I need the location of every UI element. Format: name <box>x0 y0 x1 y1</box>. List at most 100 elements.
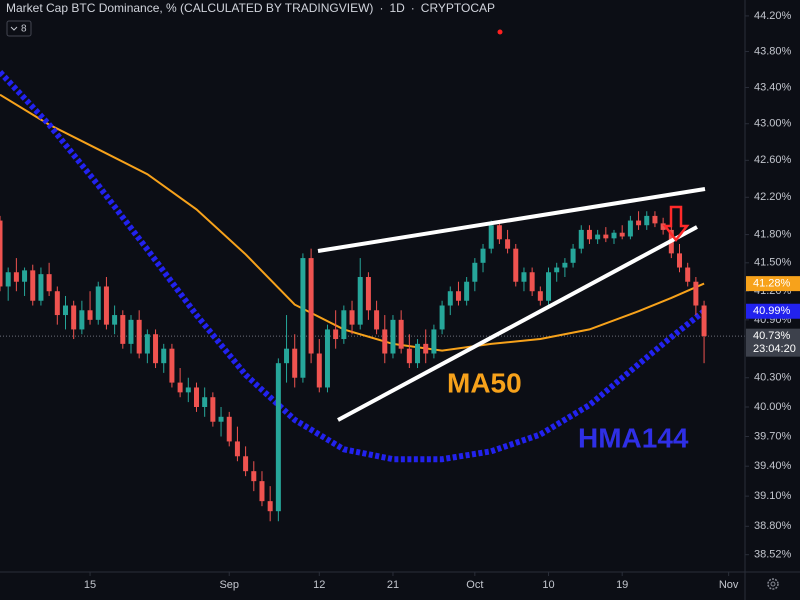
y-tick-label: 39.40% <box>754 460 792 472</box>
countdown-label: 23:04:20 <box>753 343 796 355</box>
price-label-bg <box>746 328 800 357</box>
y-tick-label: 42.20% <box>754 191 792 203</box>
candle-body <box>341 310 347 340</box>
candle-body <box>537 291 543 301</box>
candle-body <box>423 343 429 354</box>
candle-body <box>333 329 339 340</box>
candle-body <box>439 305 445 330</box>
y-tick-label: 40.00% <box>754 401 792 413</box>
chart-header: Market Cap BTC Dominance, % (CALCULATED … <box>6 1 495 15</box>
candle-body <box>120 315 126 344</box>
y-tick-label: 40.30% <box>754 372 792 384</box>
candle-body <box>357 276 363 325</box>
candle-body <box>521 272 527 282</box>
candle-body <box>611 232 617 239</box>
candle-body <box>570 248 576 263</box>
candle-body <box>161 348 167 364</box>
candle-body <box>54 291 60 316</box>
candle-body <box>685 267 691 282</box>
chart-title: Market Cap BTC Dominance, % (CALCULATED … <box>6 1 373 15</box>
settings-button[interactable] <box>767 578 779 590</box>
marker-dot <box>497 29 503 35</box>
chevron-icon <box>10 26 18 31</box>
candle-body <box>259 481 265 502</box>
candle-body <box>202 397 208 408</box>
candle-body <box>627 220 633 237</box>
candle-body <box>103 286 109 325</box>
candle-body <box>488 225 494 249</box>
candle-body <box>267 501 273 512</box>
candle-body <box>455 291 461 301</box>
candle-body <box>243 456 249 472</box>
candle-body <box>586 229 592 240</box>
candle-body <box>284 348 290 364</box>
candle-body <box>447 291 453 306</box>
x-tick-label: 10 <box>542 579 554 591</box>
candle-body <box>185 387 191 393</box>
x-tick-label: 21 <box>387 579 399 591</box>
y-tick-label: 43.40% <box>754 81 792 93</box>
candle-body <box>480 248 486 263</box>
separator: · <box>379 1 383 15</box>
gear-icon <box>767 578 779 590</box>
y-tick-label: 39.10% <box>754 490 792 502</box>
candle-body <box>505 239 511 249</box>
candle-body <box>513 248 519 282</box>
indicator-toggle[interactable] <box>6 20 32 37</box>
candle-body <box>251 471 257 482</box>
candle-body <box>529 272 535 292</box>
y-tick-label: 41.80% <box>754 228 792 240</box>
candle-body <box>22 270 28 282</box>
candle-body <box>431 329 437 354</box>
separator: · <box>411 1 415 15</box>
candle-body <box>0 220 3 287</box>
candle-body <box>677 253 683 268</box>
candle-body <box>595 234 601 240</box>
price-label-bg <box>746 276 800 292</box>
x-tick-label: Nov <box>719 579 739 591</box>
down-arrow <box>662 205 690 243</box>
candle-body <box>5 272 11 287</box>
price-label: 41.28% <box>753 278 791 290</box>
x-tick-label: 15 <box>84 579 96 591</box>
source: CRYPTOCAP <box>421 1 495 15</box>
candle-body <box>554 267 560 273</box>
candle-body <box>349 310 355 325</box>
candle-body <box>308 258 314 354</box>
candle-body <box>218 416 224 422</box>
candle-body <box>382 329 388 354</box>
y-tick-label: 38.80% <box>754 520 792 532</box>
candle-body <box>464 281 470 301</box>
candle-body <box>136 319 142 354</box>
indicator-count: 8 <box>21 24 27 35</box>
candle-body <box>79 310 85 330</box>
candle-body <box>660 223 666 230</box>
candle-body <box>472 262 478 282</box>
candle-body <box>177 382 183 393</box>
x-tick-label: 19 <box>616 579 628 591</box>
hma144-annotation: HMA144 <box>578 422 689 453</box>
candle-body <box>603 234 609 239</box>
candle-body <box>128 319 134 344</box>
trend-line <box>317 187 706 253</box>
candle-body <box>693 281 699 306</box>
x-tick-label: 12 <box>313 579 325 591</box>
candle-body <box>144 334 150 354</box>
candle-body <box>701 305 707 337</box>
y-tick-label: 39.70% <box>754 430 792 442</box>
x-tick-label: Oct <box>466 579 483 591</box>
gear-center <box>770 581 776 587</box>
price-label-bg <box>746 303 800 319</box>
candle-body <box>226 416 232 442</box>
candle-body <box>546 272 552 301</box>
candle-body <box>153 334 159 364</box>
candle-body <box>62 305 68 316</box>
candle-body <box>496 225 502 240</box>
price-label: 40.99% <box>753 305 791 317</box>
candle-body <box>619 232 625 237</box>
candle-body <box>169 348 175 383</box>
candle-body <box>562 262 568 268</box>
y-tick-label: 43.00% <box>754 118 792 130</box>
